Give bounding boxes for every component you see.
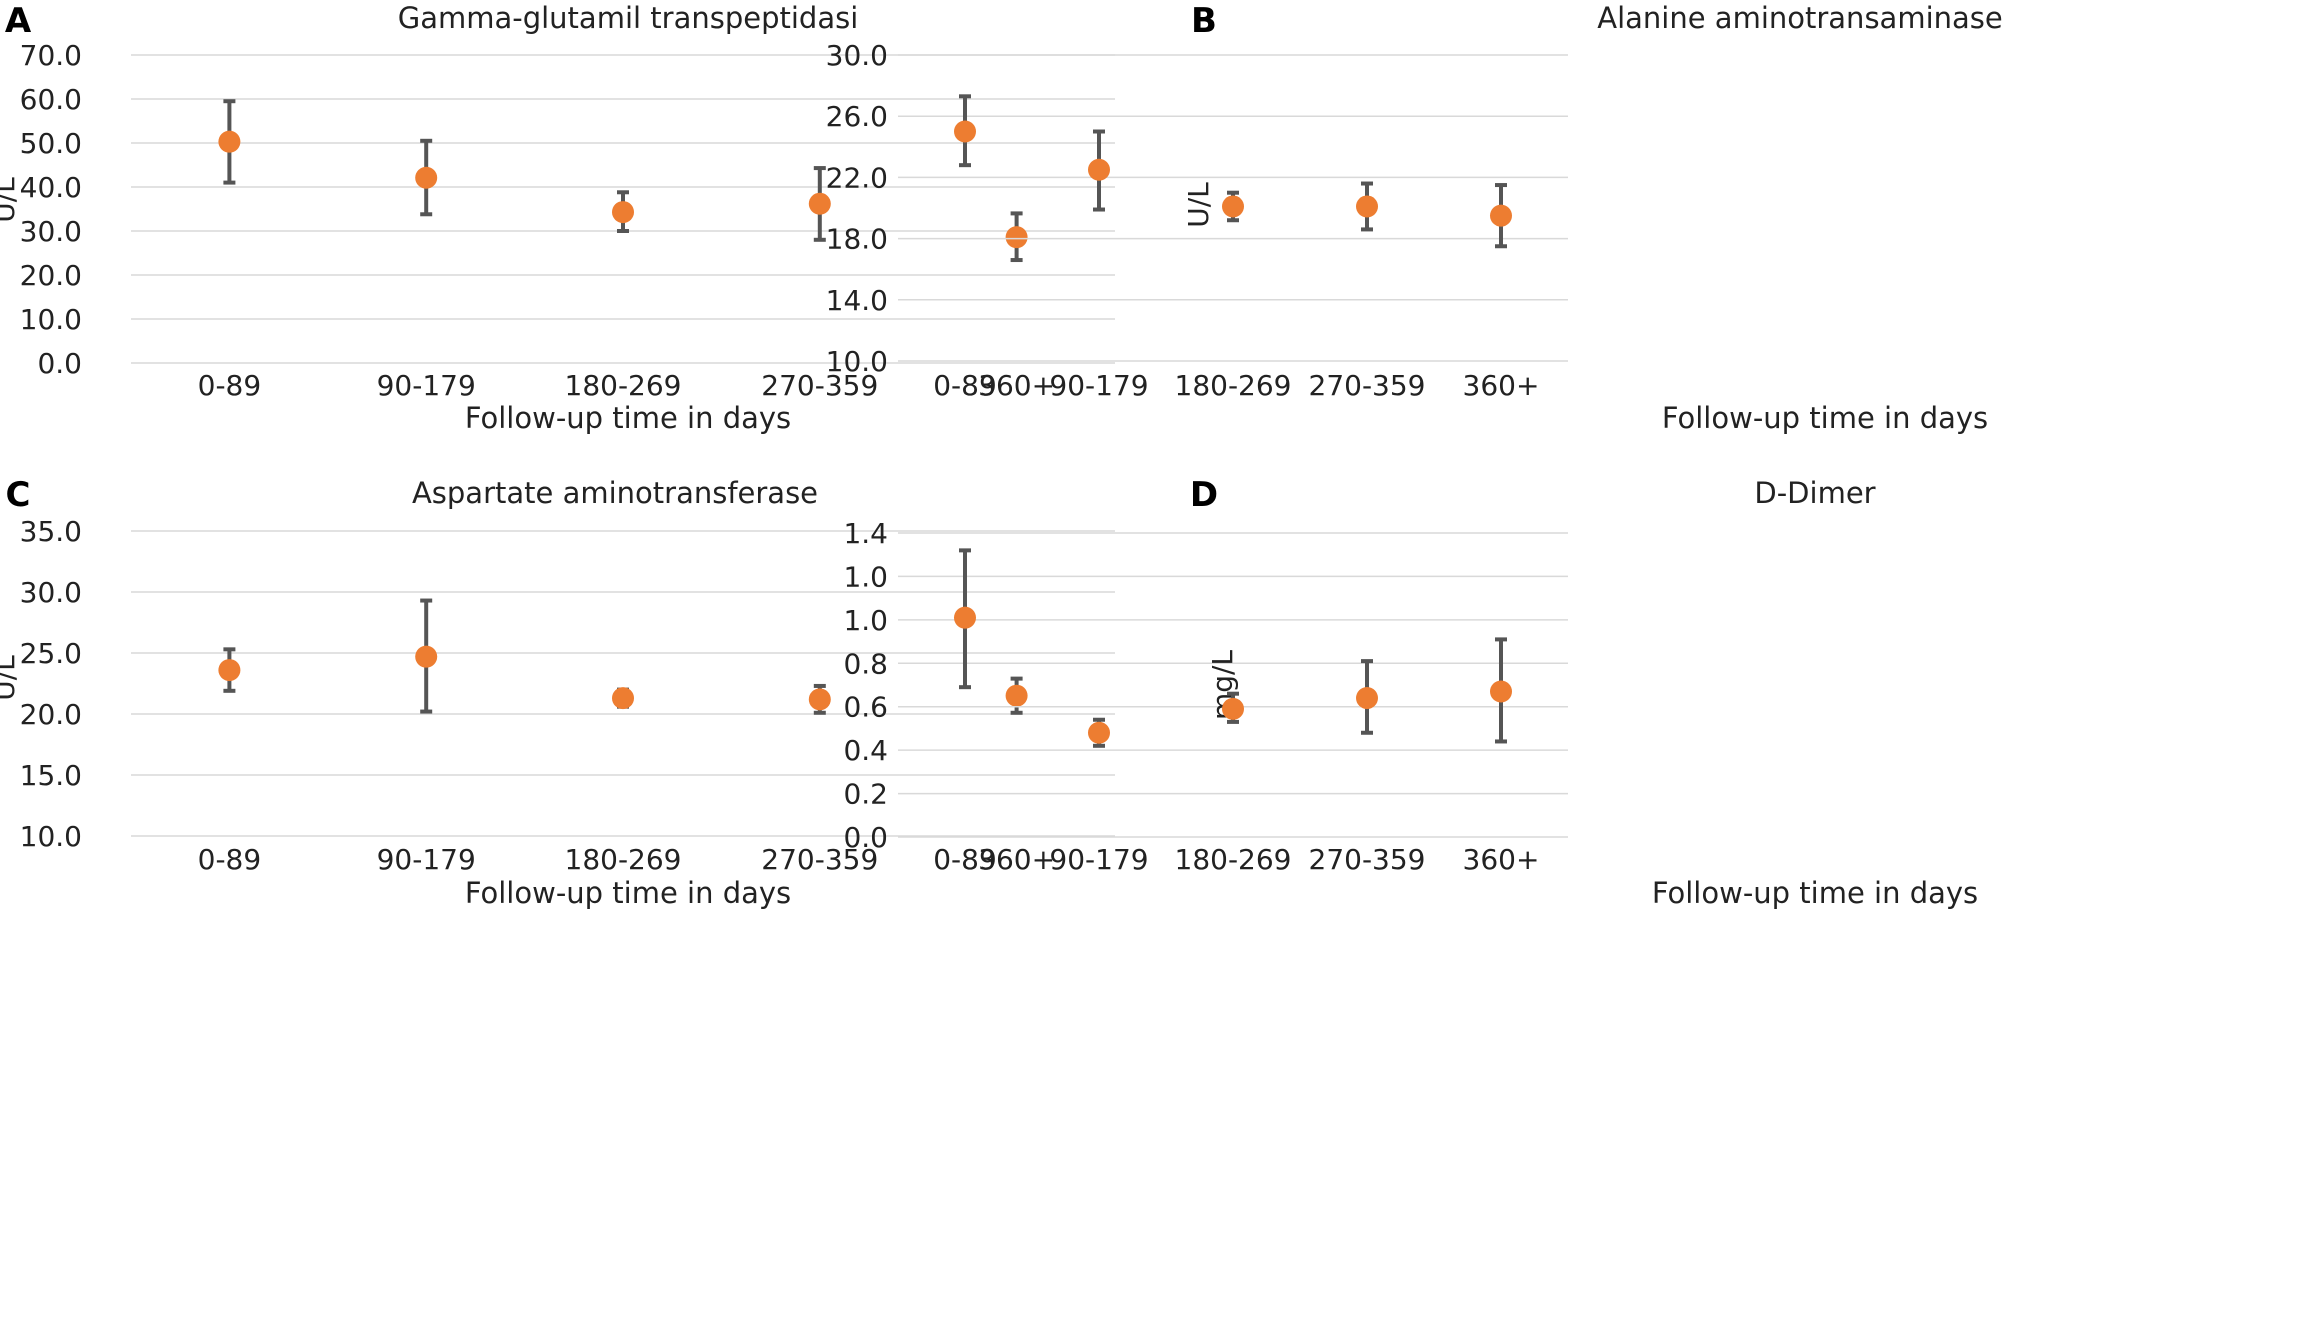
data-point	[808, 192, 831, 215]
y-tick-label: 15.0	[20, 759, 82, 792]
y-tick-label: 0.8	[843, 647, 888, 680]
y-tick-label: 1.0	[843, 604, 888, 637]
y-tick-label: 10.0	[20, 820, 82, 853]
chart-panel-b: B Alanine aminotransaminase 30.0 26.0 22.0 18…	[826, 1, 2003, 435]
x-axis-label: Follow-up time in days	[465, 401, 791, 435]
y-tick-label: 14.0	[826, 284, 888, 317]
x-axis-label: Follow-up time in days	[1662, 401, 1988, 435]
y-tick-label: 1.0	[843, 560, 888, 593]
chart-panel-d: D D-Dimer1.41.01.00.80.60.40.20.0mg/L0-89…	[843, 475, 1978, 910]
data-point	[415, 645, 438, 668]
x-tick-label: 180-269	[565, 843, 682, 876]
y-tick-label: 10.0	[826, 345, 888, 378]
data-point	[1356, 195, 1378, 218]
data-point	[415, 166, 438, 189]
x-tick-label: 180-269	[1175, 369, 1292, 402]
data-point	[218, 659, 241, 682]
y-tick-label: 40.0	[20, 171, 82, 204]
y-tick-label: 10.0	[20, 303, 82, 336]
x-tick-label: 90-179	[377, 369, 476, 402]
data-point	[954, 606, 976, 629]
x-tick-label: 90-179	[377, 843, 476, 876]
y-axis-label: U/L	[0, 177, 21, 223]
chart-panel-a: A Gamma-glutamil transpeptidasi 70.0 60.0 50…	[0, 1, 1115, 435]
y-tick-label: 20.0	[20, 259, 82, 292]
y-axis-label: U/L	[1182, 182, 1215, 228]
y-tick-label: 60.0	[20, 83, 82, 116]
data-point	[1088, 721, 1110, 744]
x-tick-label: 180-269	[1175, 843, 1292, 876]
panel-label: D	[1190, 475, 1218, 515]
data-point	[1005, 684, 1028, 707]
y-tick-label: 25.0	[20, 637, 82, 670]
data-point	[1356, 687, 1378, 710]
x-tick-label: 0-89	[198, 843, 262, 876]
panel-label: B	[1191, 1, 1217, 41]
data-point	[612, 201, 634, 224]
y-tick-label: 0.4	[843, 734, 888, 767]
data-point	[1222, 697, 1244, 720]
y-tick-label: 30.0	[20, 215, 82, 248]
x-tick-label: 270-359	[1309, 369, 1426, 402]
x-tick-label: 90-179	[1049, 369, 1148, 402]
y-axis-label: U/L	[0, 655, 21, 701]
y-tick-label: 0.0	[843, 821, 888, 854]
y-tick-label: 1.4	[843, 517, 888, 550]
y-tick-label: 0.2	[843, 778, 888, 811]
y-tick-label: 0.6	[843, 691, 888, 724]
x-tick-label: 90-179	[1049, 843, 1148, 876]
y-tick-label: 50.0	[20, 127, 82, 160]
data-point	[612, 687, 634, 710]
chart-title: Aspartate aminotransferase	[412, 476, 818, 510]
y-tick-label: 0.0	[37, 347, 82, 380]
y-tick-label: 35.0	[20, 515, 82, 548]
y-tick-label: 30.0	[826, 39, 888, 72]
y-tick-label: 30.0	[20, 576, 82, 609]
x-tick-label: 270-359	[761, 843, 878, 876]
y-tick-label: 70.0	[20, 39, 82, 72]
data-point	[954, 120, 976, 143]
data-point	[808, 688, 831, 711]
x-axis-label: Follow-up time in days	[465, 876, 791, 910]
data-point	[1490, 680, 1512, 703]
data-point	[1490, 204, 1512, 227]
y-tick-label: 18.0	[826, 223, 888, 256]
x-tick-label: 360+	[1463, 369, 1540, 402]
x-tick-label: 360+	[978, 843, 1055, 876]
x-tick-label: 360+	[978, 369, 1055, 402]
data-point	[218, 130, 241, 153]
data-point	[1005, 226, 1028, 249]
x-tick-label: 0-89	[933, 843, 997, 876]
chart-panel-c: C Aspartate aminotransferase 35.0 30.0 25.0 2…	[0, 475, 1115, 910]
y-tick-label: 20.0	[20, 698, 82, 731]
data-point	[1088, 158, 1110, 181]
x-tick-label: 0-89	[198, 369, 262, 402]
x-tick-label: 270-359	[761, 369, 878, 402]
chart-title: D-Dimer	[1754, 476, 1875, 510]
chart-title: Gamma-glutamil transpeptidasi	[398, 1, 859, 35]
y-tick-label: 26.0	[826, 100, 888, 133]
x-axis-label: Follow-up time in days	[1652, 876, 1978, 910]
data-point	[1222, 195, 1244, 218]
x-tick-label: 0-89	[933, 369, 997, 402]
x-tick-label: 270-359	[1309, 843, 1426, 876]
x-tick-label: 360+	[1463, 843, 1540, 876]
x-tick-label: 180-269	[565, 369, 682, 402]
chart-title: Alanine aminotransaminase	[1597, 1, 2002, 35]
panel-label: C	[6, 475, 31, 515]
y-tick-label: 22.0	[826, 161, 888, 194]
panel-label: A	[5, 1, 32, 41]
